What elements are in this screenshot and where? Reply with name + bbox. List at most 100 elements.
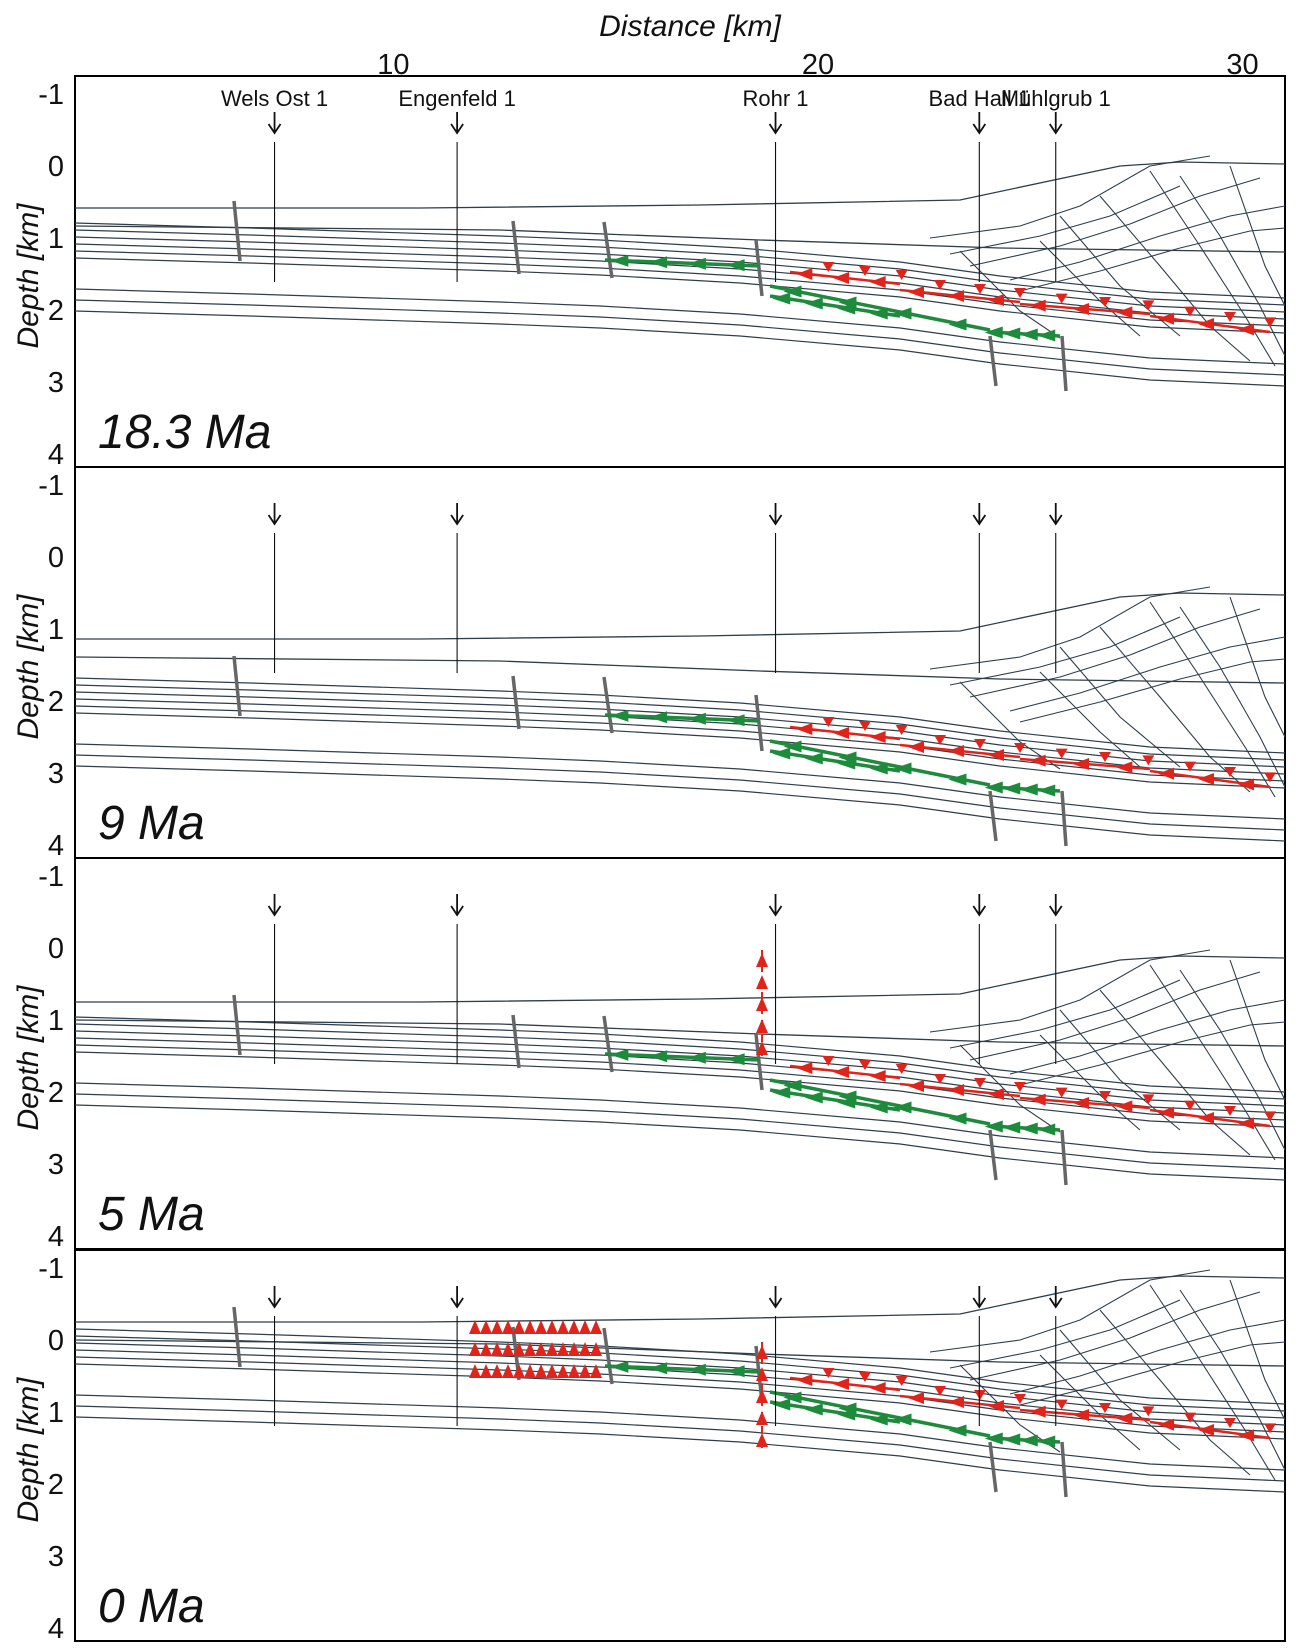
y-tick-label: 1	[48, 1005, 64, 1037]
green-arrow-head	[869, 762, 888, 775]
red-arrow-up	[535, 1364, 547, 1378]
red-arrow-up	[579, 1320, 591, 1334]
horizon-line	[75, 1394, 1285, 1471]
green-arrow-head	[984, 1120, 1003, 1133]
red-arrow-head	[1099, 1091, 1111, 1101]
red-arrow-head	[974, 1078, 986, 1088]
well-arrow-head	[1048, 1297, 1063, 1309]
horizon-line	[75, 1356, 1285, 1433]
thrust-line	[1179, 1289, 1285, 1471]
thrust-line	[1019, 658, 1285, 723]
horizon-line	[75, 1349, 1285, 1426]
horizon-line	[75, 1019, 1285, 1047]
green-arrow-head	[649, 256, 668, 269]
fault-line	[602, 1327, 614, 1385]
green-arrow-head	[948, 773, 967, 786]
fault-line	[1060, 1441, 1068, 1498]
red-arrow-head	[1264, 772, 1276, 783]
y-tick-label: 4	[48, 1221, 64, 1253]
red-arrow-head	[859, 1060, 871, 1070]
red-arrow-head	[1142, 300, 1155, 311]
red-arrow-head	[895, 725, 908, 735]
red-arrow-head	[796, 1062, 813, 1074]
red-arrow-up	[480, 1342, 492, 1356]
red-arrow-head	[1029, 754, 1046, 767]
red-arrow-up	[590, 1342, 602, 1356]
horizon-line	[75, 229, 1285, 306]
thrust-line	[1179, 175, 1285, 357]
green-arrow-head	[837, 1096, 856, 1109]
green-arrow-head	[1037, 329, 1056, 342]
panel-5-Ma: -1 0 1 2 3 4 Depth [km] 5 Ma	[12, 857, 1286, 1253]
thrust-line	[1099, 1309, 1251, 1476]
green-flow-line	[769, 1390, 991, 1438]
thrust-line	[929, 1269, 1211, 1353]
green-arrow-head	[687, 1363, 706, 1376]
horizon-line	[75, 1104, 1285, 1181]
thrust-line	[1019, 227, 1285, 292]
green-arrow-head	[772, 292, 791, 305]
geology	[75, 949, 1285, 1186]
y-tick-label: -1	[38, 861, 64, 893]
red-arrow-head	[822, 717, 835, 727]
fault-line	[232, 994, 242, 1056]
well-label: Rohr 1	[743, 86, 809, 111]
thrust-line	[1099, 195, 1251, 362]
y-axis-title: Depth [km]	[12, 1377, 45, 1523]
red-arrow-head	[908, 286, 924, 298]
red-arrow-up	[568, 1342, 580, 1356]
thrust-line	[969, 177, 1261, 267]
red-arrow-up	[524, 1342, 536, 1356]
red-arrow-up	[756, 1345, 768, 1359]
y-tick-label: 1	[48, 223, 64, 255]
green-arrow-head	[893, 1101, 912, 1114]
thrust-line	[1059, 646, 1181, 768]
red-arrow-up	[590, 1364, 602, 1378]
red-arrow-head	[934, 1386, 946, 1396]
fault-line	[511, 1014, 521, 1069]
red-arrow-up	[524, 1364, 536, 1378]
red-arrow-head	[1055, 1399, 1068, 1410]
red-arrow-up	[469, 1342, 481, 1356]
red-arrow-up	[491, 1364, 503, 1378]
red-arrow-head	[822, 1368, 835, 1378]
red-arrow-head	[859, 266, 871, 276]
red-arrow-head	[859, 721, 871, 731]
well-arrow-head	[768, 123, 783, 135]
panels: -1 0 1 2 3 4 Depth [km] Wels Ost 1 Engenfeld 1 Ro…	[12, 75, 1286, 1645]
horizon-line	[75, 1405, 1285, 1482]
red-arrow-head	[833, 1066, 849, 1078]
well-arrow-head	[450, 123, 464, 135]
red-arrow-head	[988, 749, 1004, 761]
red-arrow-head	[822, 262, 835, 272]
thrust-line	[1099, 989, 1251, 1156]
green-arrow-head	[804, 752, 823, 765]
well-arrow-head	[1048, 123, 1063, 135]
well-arrow-head	[768, 1297, 783, 1309]
red-arrow-head	[895, 270, 908, 280]
y-tick-label: 3	[48, 1541, 64, 1573]
y-tick-label: 3	[48, 1149, 64, 1181]
red-arrow-head	[974, 1390, 986, 1400]
horizon-line	[75, 705, 1285, 782]
green-arrow-head	[783, 285, 802, 298]
red-arrow-head	[1264, 1423, 1276, 1434]
well-arrow-head	[267, 905, 282, 917]
red-arrow-head	[1116, 1100, 1133, 1113]
thrust-line	[949, 979, 1181, 1049]
y-tick-label: 4	[48, 830, 64, 862]
red-arrow-head	[833, 272, 849, 284]
fault-line	[511, 220, 521, 275]
green-arrow-head	[1002, 1121, 1021, 1134]
thrust-line	[1039, 240, 1141, 337]
y-tick-label: -1	[38, 470, 64, 502]
red-arrow-head	[1224, 767, 1236, 777]
x-axis-title: Distance [km]	[599, 10, 781, 43]
red-arrow-head	[908, 1080, 924, 1092]
y-tick-label: 0	[48, 1325, 64, 1357]
thrust-line	[1179, 969, 1285, 1151]
fault-line	[754, 1033, 764, 1091]
well-arrow-head	[768, 514, 783, 526]
thrust-line	[969, 971, 1261, 1061]
